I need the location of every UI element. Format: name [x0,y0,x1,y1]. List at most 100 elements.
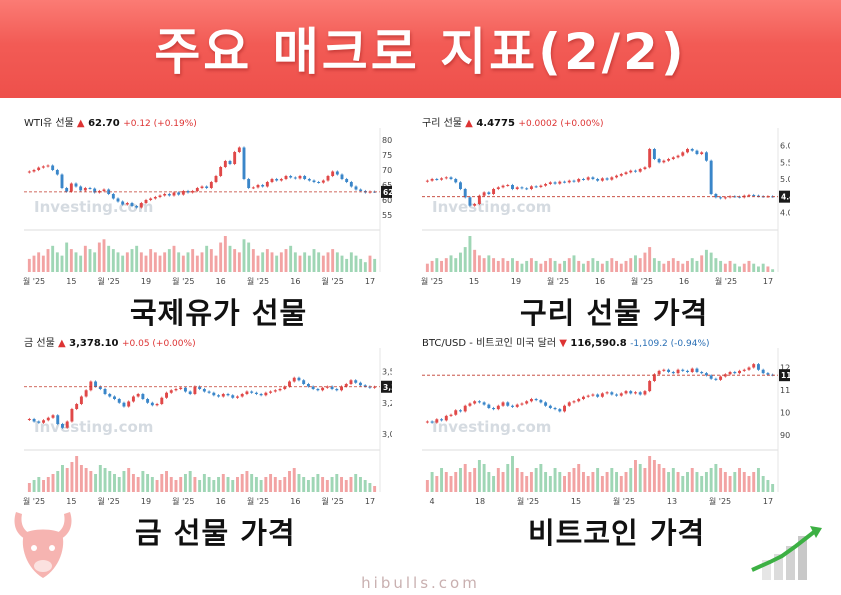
candle [144,200,148,203]
candle [209,182,213,188]
candle [56,415,60,424]
candle [430,421,434,423]
volume-bar [695,260,699,272]
volume-bar [41,255,45,272]
candle [354,380,358,383]
volume-bar [42,480,46,492]
wti-chart-panel: WTI유 선물 ▲ 62.70 +0.12 (+0.19%) 80.00 75.00… [22,112,392,288]
volume-bar [107,245,111,272]
gold-chart: 금 선물 ▲ 3,378.10 +0.05 (+0.00%) 3,500.00 3,… [23,337,392,506]
candle [312,180,316,182]
candle [709,375,713,379]
candle [473,401,477,404]
x-tick-label: 월 '25 [23,276,45,286]
last-price-badge [381,185,392,198]
volume-bar [240,474,244,492]
volume-bar [714,464,718,492]
candle [733,372,737,374]
candle [221,394,225,397]
volume-bar [335,252,339,272]
volume-bar [325,480,329,492]
volume-bar [577,464,581,492]
volume-bar [306,480,310,492]
candle [487,404,491,408]
candle [269,391,273,393]
candle [254,392,258,394]
volume-bar [317,252,321,272]
y-tick-label: 4.0000 [780,208,790,217]
x-tick-label: 17 [365,277,375,286]
candle [344,384,348,387]
volume-bar [37,252,41,272]
candle [122,402,126,407]
volume-bar [88,249,92,272]
candle [127,401,131,407]
volume-bar [183,474,187,492]
candle [321,180,325,183]
candle [449,414,453,416]
volume-bar [155,480,159,492]
candle [94,381,98,387]
volume-bar [261,252,265,272]
volume-bar [214,255,218,272]
wti-chart: WTI유 선물 ▲ 62.70 +0.12 (+0.19%) 80.00 75.00… [23,117,392,286]
volume-bar [591,258,595,272]
price-arrow-icon: ▲ [77,118,88,129]
candle [250,391,254,393]
x-tick-label: 월 '25 [322,496,344,506]
volume-bar [233,249,237,272]
volume-bar [449,476,453,492]
candle [548,182,552,184]
candle [149,198,153,200]
x-tick-label: 15 [571,497,581,506]
volume-bar [529,258,533,272]
candle [700,372,704,374]
candle [270,179,274,182]
volume-bar [303,252,307,272]
volume-bar [373,486,377,492]
candle [671,372,675,374]
candle [202,389,206,392]
candle [247,179,251,188]
volume-bar [139,252,143,272]
volume-bar [723,263,727,272]
x-tick-label: 16 [216,497,226,506]
volume-bar [169,477,173,492]
candle [572,180,576,182]
volume-bar [686,472,689,492]
volume-bar [733,472,737,492]
volume-bar [738,468,741,492]
price-change: +0.05 [122,339,152,349]
x-tick-label: 16 [290,497,300,506]
page-title: 주요 매크로 지표(2/2) [154,23,687,81]
volume-bar [149,249,153,272]
volume-bar [46,477,50,492]
chart-header: WTI유 선물 ▲ 62.70 +0.12 (+0.19%) [24,117,197,129]
candle [662,160,666,163]
candle [553,408,557,410]
volume-bar [302,477,306,492]
volume-bar [619,476,623,492]
volume-bar [65,242,69,272]
volume-bar [482,464,486,492]
volume-bar [728,476,732,492]
volume-bar [363,480,367,492]
volume-bar [326,252,330,272]
candle [520,403,524,405]
candle [42,420,46,423]
candle [643,391,647,395]
rising-chart-logo-icon [751,526,822,580]
x-tick-label: 월 '25 [247,496,269,506]
candle [581,179,585,180]
candle [610,177,614,180]
volume-bar [454,472,458,492]
x-tick-label: 월 '25 [613,496,635,506]
candle [700,152,704,154]
volume-bar [265,249,269,272]
candle [251,187,255,189]
candle [747,195,751,196]
volume-bar [596,468,600,492]
candle [638,392,642,395]
volume-bar [440,260,444,272]
candle [74,183,78,187]
